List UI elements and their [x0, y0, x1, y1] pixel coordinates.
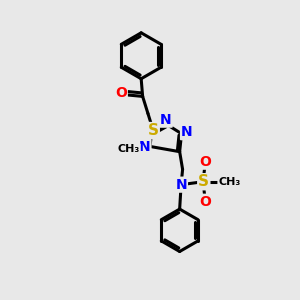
Text: N: N	[181, 125, 193, 139]
Text: CH₃: CH₃	[118, 144, 140, 154]
Text: S: S	[148, 123, 159, 138]
Text: CH₃: CH₃	[218, 177, 241, 187]
Text: O: O	[199, 155, 211, 169]
Text: N: N	[160, 113, 172, 127]
Text: N: N	[175, 178, 187, 192]
Text: S: S	[198, 174, 209, 189]
Text: O: O	[199, 195, 211, 209]
Text: O: O	[115, 86, 127, 100]
Text: N: N	[139, 140, 151, 154]
